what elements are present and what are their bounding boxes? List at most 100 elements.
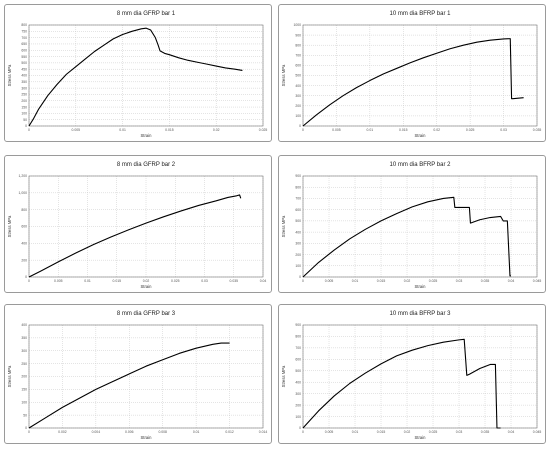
x-tick-label: 0.025: [259, 128, 268, 132]
x-tick-label: 0.02: [404, 430, 411, 434]
x-tick-label: 0.035: [230, 279, 239, 283]
y-tick-label: 200: [21, 258, 27, 262]
y-tick-label: 550: [21, 55, 27, 59]
x-tick-label: 0.005: [54, 279, 63, 283]
y-tick-label: 0: [25, 275, 27, 279]
chart-title: 8 mm dia GFRP bar 1: [117, 11, 176, 17]
y-tick-label: 150: [21, 388, 27, 392]
x-tick-label: 0.035: [481, 279, 490, 283]
x-tick-label: 0.045: [533, 279, 542, 283]
chart-title: 8 mm dia GFRP bar 2: [117, 162, 176, 168]
y-tick-label: 50: [23, 413, 27, 417]
y-tick-label: 600: [21, 225, 27, 229]
y-tick-label: 250: [21, 362, 27, 366]
y-axis-label: Stress MPa: [7, 365, 12, 387]
x-axis-label: Strain: [141, 435, 153, 440]
y-tick-label: 650: [21, 42, 27, 46]
y-tick-label: 300: [295, 392, 301, 396]
x-tick-label: 0.03: [201, 279, 208, 283]
x-tick-label: 0.015: [377, 279, 386, 283]
x-tick-label: 0.02: [143, 279, 150, 283]
x-tick-label: 0.04: [260, 279, 267, 283]
plot-area: [28, 24, 264, 127]
plot-area: [302, 324, 538, 429]
y-tick-label: 0: [299, 275, 301, 279]
x-tick-label: 0: [28, 279, 30, 283]
plot-area: [28, 324, 264, 429]
plot-area: [302, 24, 538, 127]
y-tick-label: 200: [21, 375, 27, 379]
chart-title: 10 mm dia BFRP bar 1: [390, 11, 452, 17]
y-axis-label: Stress MPa: [281, 215, 286, 237]
x-axis-label: Strain: [141, 284, 153, 289]
chart-svg-5: 10 mm dia BFRP bar 3 0 100 200 300 400 500 600 7…: [281, 311, 542, 440]
series-line: [302, 196, 511, 278]
y-tick-label: 100: [295, 264, 301, 268]
y-tick-label: 0: [299, 124, 301, 128]
y-tick-label: 800: [295, 185, 301, 189]
x-tick-label: 0.01: [119, 128, 126, 132]
y-tick-label: 350: [21, 80, 27, 84]
x-tick-label: 0.04: [508, 279, 515, 283]
x-tick-label: 0.005: [72, 128, 81, 132]
x-tick-label: 0: [302, 128, 304, 132]
x-tick-label: 0.025: [429, 279, 438, 283]
x-tick-label: 0.015: [399, 128, 408, 132]
chart-svg-4: 8 mm dia GFRP bar 3 0 50 100 150 200 250 300 350…: [7, 311, 268, 440]
x-tick-label: 0.035: [481, 430, 490, 434]
y-tick-label: 800: [295, 43, 301, 47]
x-tick-label: 0: [302, 430, 304, 434]
x-tick-label: 0.01: [367, 128, 374, 132]
x-tick-label: 0.045: [533, 430, 542, 434]
x-tick-label: 0.008: [158, 430, 167, 434]
x-tick-label: 0.005: [325, 279, 334, 283]
chart-panel-gfrp-1: 8 mm dia GFRP bar 1 0 50 100 150 200 250 300 350…: [4, 4, 272, 142]
x-tick-label: 0.005: [332, 128, 341, 132]
y-tick-label: 900: [295, 174, 301, 178]
series-line: [28, 342, 230, 429]
x-tick-label: 0: [28, 430, 30, 434]
x-tick-label: 0.002: [58, 430, 67, 434]
y-tick-label: 0: [25, 124, 27, 128]
series-line: [302, 338, 501, 429]
y-tick-label: 500: [295, 369, 301, 373]
y-tick-label: 500: [295, 74, 301, 78]
x-axis-label: Strain: [141, 133, 153, 138]
x-tick-label: 0.004: [92, 430, 101, 434]
y-tick-label: 200: [21, 99, 27, 103]
y-tick-label: 400: [295, 84, 301, 88]
y-tick-label: 100: [295, 415, 301, 419]
plot-area: [28, 175, 264, 278]
x-tick-label: 0.015: [113, 279, 122, 283]
x-tick-label: 0.005: [325, 430, 334, 434]
x-tick-label: 0.035: [533, 128, 542, 132]
chart-panel-gfrp-2: 8 mm dia GFRP bar 2 0 200 400 600 800 1,000 1,2…: [4, 155, 272, 293]
y-tick-label: 300: [295, 242, 301, 246]
y-tick-label: 450: [21, 67, 27, 71]
x-tick-label: 0.03: [456, 430, 463, 434]
y-tick-label: 200: [295, 104, 301, 108]
x-tick-label: 0.03: [500, 128, 507, 132]
y-tick-label: 100: [21, 400, 27, 404]
x-axis-label: Strain: [415, 284, 427, 289]
x-tick-label: 0.01: [352, 279, 359, 283]
x-tick-label: 0.012: [225, 430, 234, 434]
y-axis-label: Stress MPa: [7, 215, 12, 237]
x-tick-label: 0.01: [193, 430, 200, 434]
y-tick-label: 900: [295, 323, 301, 327]
y-tick-label: 200: [295, 403, 301, 407]
x-tick-label: 0.02: [433, 128, 440, 132]
x-tick-label: 0.014: [259, 430, 268, 434]
chart-svg-3: 10 mm dia BFRP bar 2 0 100 200 300 400 500 600 7…: [281, 162, 542, 289]
y-tick-label: 800: [295, 335, 301, 339]
y-tick-label: 50: [23, 118, 27, 122]
chart-title: 10 mm dia BFRP bar 3: [390, 311, 452, 317]
y-tick-label: 800: [21, 208, 27, 212]
chart-title: 10 mm dia BFRP bar 2: [390, 162, 452, 168]
y-tick-label: 400: [295, 380, 301, 384]
x-tick-label: 0.04: [508, 430, 515, 434]
x-tick-label: 0.015: [165, 128, 174, 132]
y-tick-label: 500: [295, 219, 301, 223]
x-tick-label: 0: [302, 279, 304, 283]
y-tick-label: 700: [21, 36, 27, 40]
